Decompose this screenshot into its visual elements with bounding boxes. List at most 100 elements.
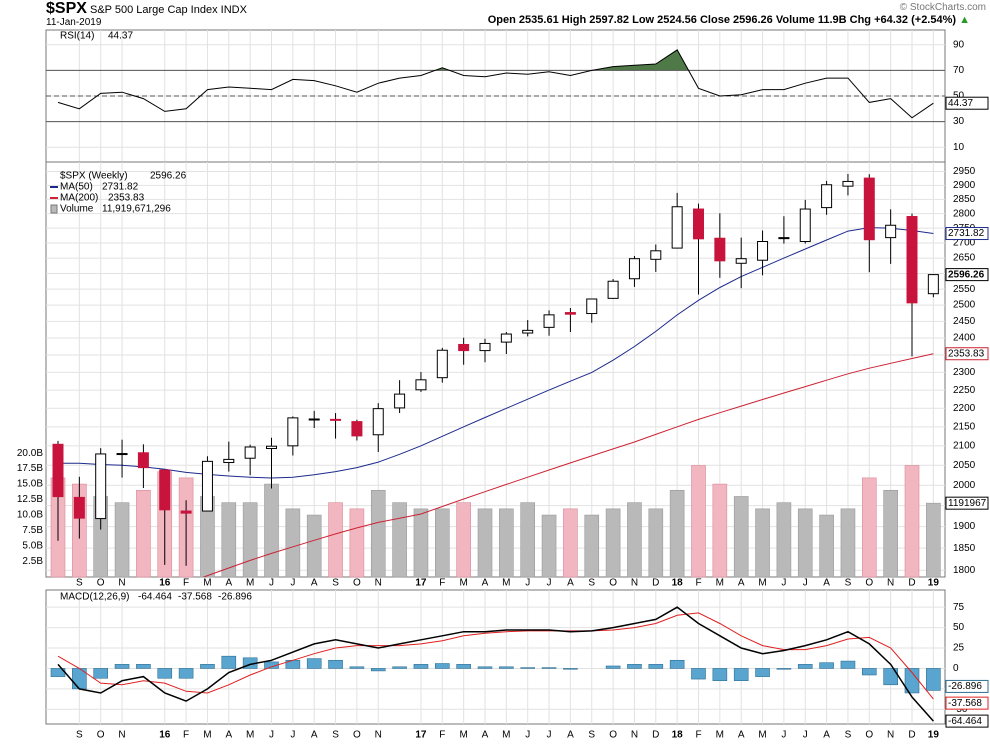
volume-bar [840, 508, 856, 578]
macd-histogram-bar [819, 662, 834, 669]
x-tick-label: N [375, 730, 382, 741]
macd-histogram-bar [499, 666, 514, 669]
value-box-label: 2596.26 [948, 269, 985, 280]
macd-histogram-bar [392, 666, 407, 669]
x-tick-label: M [246, 730, 254, 741]
macd-histogram-bar [669, 659, 685, 669]
x-tick-label: 18 [672, 730, 684, 741]
candle-body [137, 452, 149, 469]
macd-histogram-bar [328, 659, 343, 669]
value: 2535.61 [518, 14, 559, 26]
macd-histogram-bar [178, 668, 194, 679]
ma-legend: MA(200) [60, 193, 98, 204]
y-tick-label: 17.5B [17, 463, 43, 474]
candle-body [95, 453, 107, 520]
macd-histogram-bar [93, 668, 108, 679]
label: Chg [849, 14, 872, 26]
macd-histogram-bar [861, 668, 877, 676]
ma-legend-value: 2731.82 [102, 182, 139, 193]
candle-body [372, 408, 384, 436]
index-name: S&P 500 Large Cap Index [89, 4, 218, 16]
volume-bar [413, 508, 429, 578]
y-tick-label: 2000 [953, 480, 976, 491]
x-tick-label: A [567, 578, 574, 589]
rsi-legend-value: 44.37 [108, 31, 133, 42]
y-tick-label: 30 [953, 116, 965, 127]
x-tick-label: M [203, 578, 211, 589]
macd-histogram-bar [648, 664, 664, 669]
y-tick-label: 2550 [953, 284, 976, 295]
volume-bar [477, 508, 493, 578]
y-tick-label: 50 [953, 622, 965, 633]
x-tick-label: F [439, 578, 445, 589]
macd-histogram-bar [434, 663, 450, 669]
x-tick-label: 19 [928, 578, 940, 589]
value-box [945, 696, 989, 710]
x-tick-label: O [609, 730, 617, 741]
y-tick-label: 2700 [953, 238, 976, 249]
x-tick-label: J [525, 730, 530, 741]
x-tick-label: N [375, 578, 382, 589]
legend-swatch [50, 204, 58, 214]
x-tick-label: 17 [415, 730, 427, 741]
candle-body [821, 184, 833, 209]
macd-histogram-bar [840, 660, 856, 669]
y-tick-label: 2100 [953, 440, 976, 451]
x-tick-label: S [845, 578, 852, 589]
macd-histogram-bar [136, 664, 151, 669]
volume-bar [541, 514, 557, 578]
candle-body [586, 298, 598, 315]
y-tick-label: 70 [953, 65, 965, 76]
candle-body [906, 216, 918, 304]
candle-body [201, 460, 213, 512]
x-tick-label: D [652, 578, 659, 589]
macd-histogram-bar [221, 655, 237, 669]
x-tick-label: A [225, 578, 232, 589]
candle-body [522, 329, 534, 334]
price-legend-value: 2596.26 [150, 171, 187, 182]
macd-histogram-bar [776, 668, 792, 670]
x-tick-label: A [567, 730, 574, 741]
label: Volume [775, 14, 815, 26]
candle-body [415, 379, 427, 391]
y-tick-label: 2850 [953, 194, 976, 205]
candle-body [607, 280, 619, 299]
candle-body [927, 274, 939, 295]
volume-bar [349, 508, 365, 578]
label: Close [699, 14, 730, 26]
x-tick-label: D [652, 730, 659, 741]
y-tick-label: 12.5B [17, 494, 43, 505]
y-tick-label: 2950 [953, 166, 976, 177]
macd-histogram-bar [605, 665, 621, 669]
volume-bar [904, 465, 920, 578]
credit: © StockCharts.com [899, 2, 986, 13]
value-box-label: -37.568 [948, 698, 982, 709]
volume-bar [370, 489, 386, 578]
volume-bar [883, 489, 898, 578]
x-tick-label: O [353, 578, 361, 589]
y-tick-label: 2450 [953, 316, 976, 327]
value-box-label: 2731.82 [948, 228, 985, 239]
volume-bar [499, 508, 514, 578]
volume-bar [926, 502, 941, 578]
macd-histogram-bar [883, 668, 898, 686]
candle-body [223, 458, 235, 464]
x-tick-label: 17 [415, 578, 427, 589]
value-box-label: 1191967 [948, 498, 987, 509]
value-box [945, 679, 989, 693]
value-box [945, 227, 989, 241]
candle-body [714, 237, 726, 262]
volume-bar [392, 502, 407, 578]
x-tick-label: M [716, 578, 724, 589]
x-tick-label: A [823, 730, 830, 741]
volume-bar [627, 502, 642, 578]
volume-bar [669, 489, 685, 578]
macd-histogram-bar [114, 664, 130, 669]
x-tick-label: S [76, 730, 83, 741]
x-tick-label: O [865, 578, 873, 589]
candle-body [73, 496, 85, 519]
volume-bar [285, 508, 301, 578]
y-tick-label: 2900 [953, 180, 976, 191]
